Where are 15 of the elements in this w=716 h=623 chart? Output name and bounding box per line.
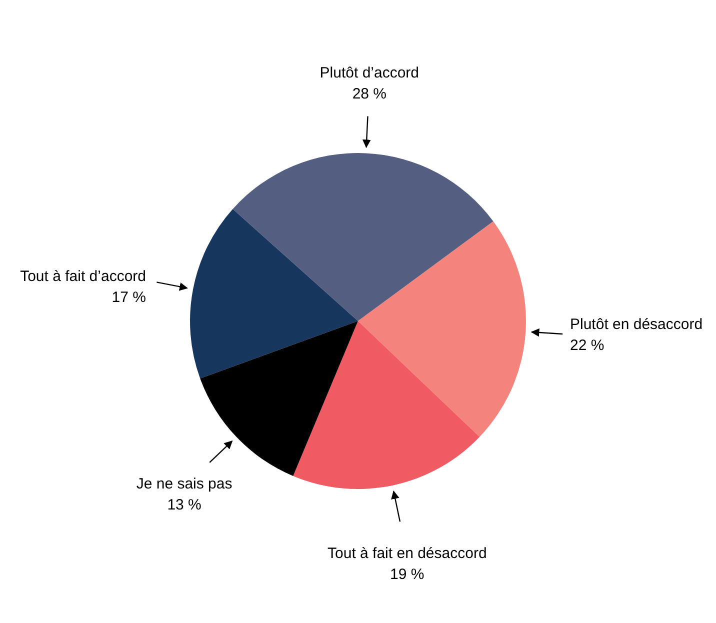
pie-slice bbox=[190, 208, 358, 378]
slice-label: Tout à fait en désaccord bbox=[328, 544, 487, 562]
data-label: 19 % bbox=[390, 566, 424, 583]
data-label: 13 % bbox=[167, 496, 202, 514]
data-label: 22 % bbox=[570, 337, 604, 354]
pie-slice bbox=[358, 221, 526, 437]
pie-slice bbox=[293, 321, 480, 489]
slice-label: Je ne sais pas bbox=[136, 476, 232, 493]
slice-label: Plutôt d’accord bbox=[320, 64, 420, 82]
slice-label: Plutôt en désaccord bbox=[570, 316, 703, 334]
data-label: 28 % bbox=[352, 85, 387, 102]
data-label: 17 % bbox=[112, 289, 146, 306]
slice-label: Tout à fait d’accord bbox=[20, 268, 146, 286]
pie-slice bbox=[200, 321, 358, 476]
pie-slice bbox=[232, 153, 494, 321]
